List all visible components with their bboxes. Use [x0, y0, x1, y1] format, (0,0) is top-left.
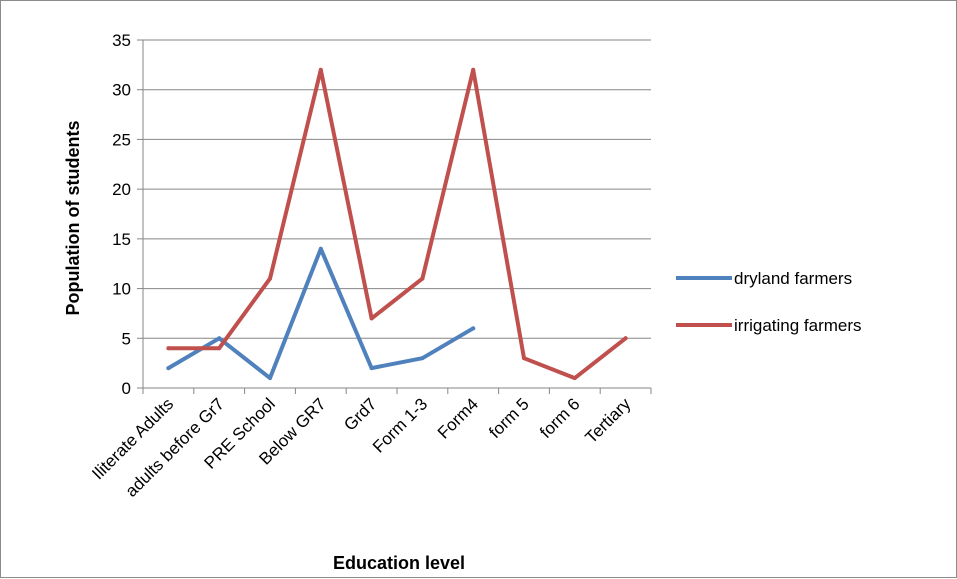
legend-label: irrigating farmers — [734, 316, 862, 335]
y-tick-label: 10 — [112, 280, 131, 299]
y-tick-label: 30 — [112, 81, 131, 100]
series-2-point — [268, 276, 272, 281]
y-axis-title: Population of students — [63, 121, 83, 316]
y-tick-label: 5 — [122, 329, 131, 348]
x-tick-label: Tertiary — [582, 394, 635, 447]
y-tick-label: 25 — [112, 130, 131, 149]
series-lines — [166, 67, 628, 381]
series-2-point — [471, 67, 476, 72]
series-2-point — [369, 316, 374, 321]
x-tick-label: Form4 — [434, 394, 482, 442]
y-tick-label: 15 — [112, 230, 131, 249]
y-tick-label: 35 — [112, 31, 131, 50]
y-tick-label: 0 — [122, 379, 131, 398]
x-tick-label: Grd7 — [340, 394, 380, 434]
series-1-point — [166, 366, 171, 371]
series-line-1 — [166, 246, 476, 381]
x-tick-label: Form 1-3 — [369, 394, 431, 456]
series-2-point — [318, 67, 323, 72]
x-tick-label: form 5 — [485, 394, 533, 442]
series-2-point — [522, 356, 526, 361]
series-1-point — [268, 376, 272, 381]
series-2-point — [166, 346, 171, 351]
series-line-2 — [166, 67, 628, 381]
y-tick-labels: 0 5 10 15 20 25 30 35 — [112, 31, 131, 398]
series-1-point — [217, 336, 222, 341]
x-axis-title: Education level — [333, 553, 465, 573]
y-tick-label: 20 — [112, 180, 131, 199]
series-2-point — [420, 276, 425, 281]
series-1-point — [318, 246, 323, 251]
series-2-point — [623, 336, 628, 341]
series-2-point — [572, 376, 577, 381]
x-tick-label: form 6 — [536, 394, 584, 442]
series-2-point — [217, 346, 222, 351]
series-1-point — [420, 356, 425, 361]
series-1-point — [369, 366, 374, 371]
legend: dryland farmers irrigating farmers — [676, 269, 862, 335]
series-1-point — [471, 326, 476, 331]
gridlines — [143, 39, 651, 339]
axes — [137, 39, 652, 394]
legend-label: dryland farmers — [734, 269, 852, 288]
